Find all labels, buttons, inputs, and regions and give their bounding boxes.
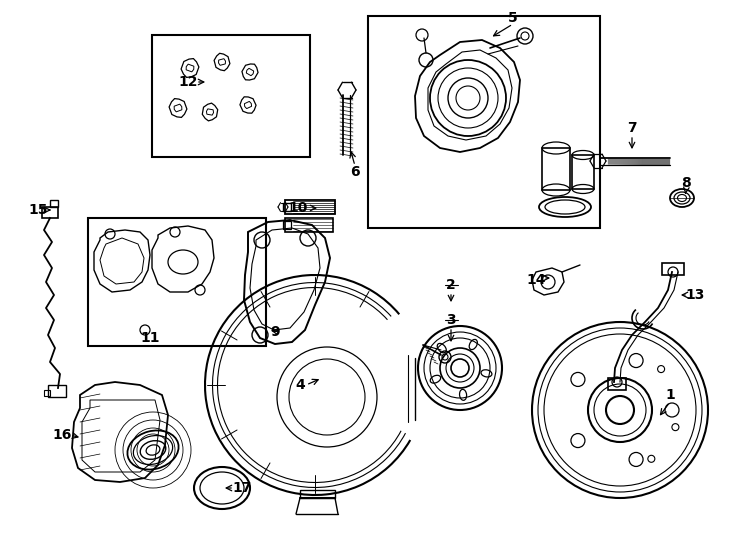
Bar — [88, 218, 266, 346]
Text: 2: 2 — [446, 278, 456, 292]
Text: 17: 17 — [233, 481, 252, 495]
Bar — [283, 203, 291, 211]
Text: 12: 12 — [178, 75, 197, 89]
Text: 5: 5 — [508, 11, 518, 25]
Text: 8: 8 — [681, 176, 691, 190]
Text: 10: 10 — [288, 201, 308, 215]
Bar — [48, 385, 66, 397]
Bar — [44, 390, 50, 396]
Bar — [300, 490, 335, 498]
Text: 16: 16 — [52, 428, 72, 442]
Text: 14: 14 — [526, 273, 546, 287]
Bar — [50, 200, 58, 207]
Text: 13: 13 — [686, 288, 705, 302]
Text: 9: 9 — [270, 325, 280, 339]
Text: 3: 3 — [446, 313, 456, 327]
Bar — [368, 16, 600, 228]
Bar — [662, 263, 684, 275]
Text: 11: 11 — [140, 331, 160, 345]
Text: 15: 15 — [28, 203, 48, 217]
Text: 1: 1 — [665, 388, 675, 402]
Bar — [542, 148, 570, 190]
Bar — [285, 218, 333, 232]
Text: 7: 7 — [627, 121, 637, 135]
Bar — [283, 221, 291, 229]
Bar — [608, 378, 626, 390]
Bar — [152, 35, 310, 157]
Bar — [42, 207, 58, 218]
Text: 6: 6 — [350, 165, 360, 179]
Text: 4: 4 — [295, 378, 305, 392]
Bar — [285, 200, 335, 214]
Bar — [572, 155, 594, 189]
